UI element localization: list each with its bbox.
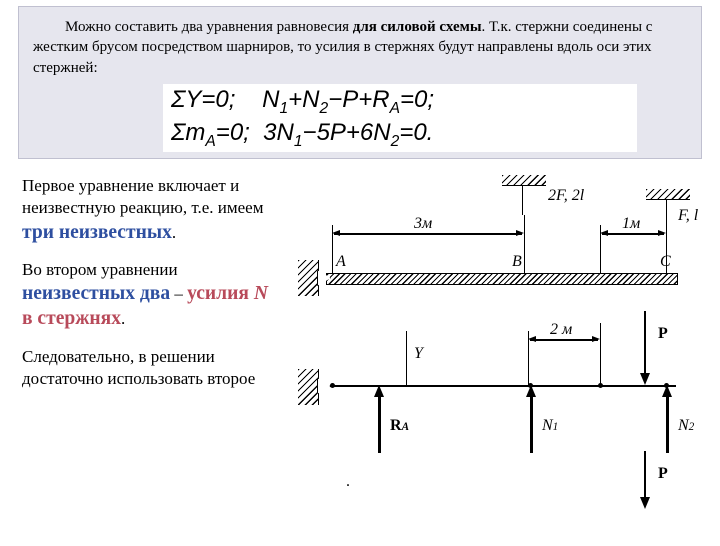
label-N2: N2 bbox=[678, 417, 694, 435]
force-N2-line bbox=[666, 393, 669, 453]
wall-A bbox=[298, 260, 319, 296]
equation-row-1: ΣY=0; N1+N2−P+RA=0; bbox=[171, 85, 629, 118]
ceiling-B bbox=[502, 175, 546, 186]
force-RA-head bbox=[374, 385, 384, 397]
lower-section: Первое уравнение включает и неизвестную … bbox=[0, 167, 720, 505]
dim-3m-r bbox=[516, 230, 524, 236]
beam-diagram: 3м 1м А В С 2F, 2l F, l 2 м P bbox=[286, 175, 696, 505]
label-3m: 3м bbox=[414, 215, 432, 233]
eq2-sub1: 1 bbox=[294, 133, 303, 150]
eq2-end: =0. bbox=[399, 119, 433, 146]
eq2-3N1: 3N bbox=[263, 119, 294, 146]
force-RA-line bbox=[378, 393, 381, 453]
rod-C-up bbox=[666, 199, 667, 217]
label-Y: Y bbox=[414, 345, 423, 363]
dim-1m-tickL bbox=[600, 225, 601, 273]
label-P1: P bbox=[658, 325, 668, 343]
dim-2m-l bbox=[528, 336, 536, 342]
eq2-mid: −5P+6N bbox=[303, 119, 391, 146]
joint-mid-lower bbox=[598, 383, 603, 388]
label-1m: 1м bbox=[622, 215, 640, 233]
force-P1-line bbox=[644, 311, 646, 377]
equations-block: ΣY=0; N1+N2−P+RA=0; ΣmA=0; 3N1−5P+6N2=0. bbox=[163, 84, 637, 153]
force-P2-line bbox=[644, 451, 646, 501]
para-1: Первое уравнение включает и неизвестную … bbox=[22, 175, 278, 245]
p1-highlight: три неизвестных bbox=[22, 222, 172, 243]
dim-2m-tickL bbox=[528, 331, 529, 387]
eq1-sub2: 2 bbox=[320, 100, 329, 117]
label-RA: RA bbox=[390, 417, 409, 435]
p2-dot: . bbox=[121, 309, 125, 328]
y-axis-tick bbox=[406, 331, 407, 387]
p2-dash: – bbox=[170, 284, 187, 303]
rod-B-up bbox=[522, 185, 523, 215]
dim-3m-l bbox=[332, 230, 340, 236]
ceiling-C bbox=[646, 189, 690, 200]
intro-box: Можно составить два уравнения равновесия… bbox=[18, 6, 702, 159]
eq1-tail: −P+R bbox=[328, 86, 389, 113]
p1-text: Первое уравнение включает и неизвестную … bbox=[22, 176, 263, 217]
eq2-subA: A bbox=[205, 133, 215, 150]
force-P2-head bbox=[640, 497, 650, 509]
eq1-plusN2: +N bbox=[288, 86, 319, 113]
label-2m: 2 м bbox=[550, 321, 572, 339]
equation-row-2: ΣmA=0; 3N1−5P+6N2=0. bbox=[171, 118, 629, 151]
eq2-eq0: =0; bbox=[216, 119, 250, 146]
para-3: Следовательно, в решении достаточно испо… bbox=[22, 346, 278, 390]
label-B: В bbox=[512, 253, 522, 271]
label-N1: N1 bbox=[542, 417, 558, 435]
label-A: А bbox=[336, 253, 346, 271]
dim-2m-line bbox=[530, 339, 598, 340]
top-beam bbox=[326, 273, 678, 285]
eq1-subA: A bbox=[390, 100, 400, 117]
p2-text1: Во втором уравнении bbox=[22, 260, 178, 279]
dim-1m-l bbox=[600, 230, 608, 236]
pin-lower bbox=[317, 378, 331, 394]
dim-3m-tickR bbox=[524, 215, 525, 273]
eq1-N1: N bbox=[262, 86, 279, 113]
dim-2m-r bbox=[592, 336, 600, 342]
dim-3m-line bbox=[334, 233, 522, 234]
force-N1-line bbox=[530, 393, 533, 453]
eq2-summ: Σm bbox=[171, 119, 205, 146]
label-2F: 2F, 2l bbox=[548, 187, 584, 205]
eq1-end: =0; bbox=[400, 86, 434, 113]
eq2-sub2: 2 bbox=[391, 133, 400, 150]
wall-lower bbox=[298, 369, 319, 405]
intro-bold: для силовой схемы bbox=[353, 19, 482, 35]
p2-pink2: в стержнях bbox=[22, 308, 121, 329]
p2-N: N bbox=[254, 283, 268, 304]
joint-A-lower bbox=[330, 383, 335, 388]
dim-1m-line bbox=[602, 233, 664, 234]
dim-3m-tickL bbox=[332, 225, 333, 273]
dim-1m-r bbox=[658, 230, 666, 236]
label-P2: P bbox=[658, 465, 668, 483]
dim-2m-tickR bbox=[600, 323, 601, 387]
stray-dot: . bbox=[346, 473, 350, 491]
intro-para: Можно составить два уравнения равновесия… bbox=[33, 17, 687, 78]
p2-blue: неизвестных два bbox=[22, 283, 170, 304]
label-F: F, l bbox=[678, 207, 698, 225]
left-column: Первое уравнение включает и неизвестную … bbox=[22, 175, 278, 505]
p2-pink1: усилия bbox=[187, 283, 254, 304]
eq1-sumY: ΣY=0; bbox=[171, 86, 235, 113]
eq1-sub1: 1 bbox=[279, 100, 288, 117]
para-2: Во втором уравнении неизвестных два – ус… bbox=[22, 259, 278, 332]
p1-dot: . bbox=[172, 223, 176, 242]
force-P1-head bbox=[640, 373, 650, 385]
intro-text-1: Можно составить два уравнения равновесия bbox=[65, 19, 353, 35]
